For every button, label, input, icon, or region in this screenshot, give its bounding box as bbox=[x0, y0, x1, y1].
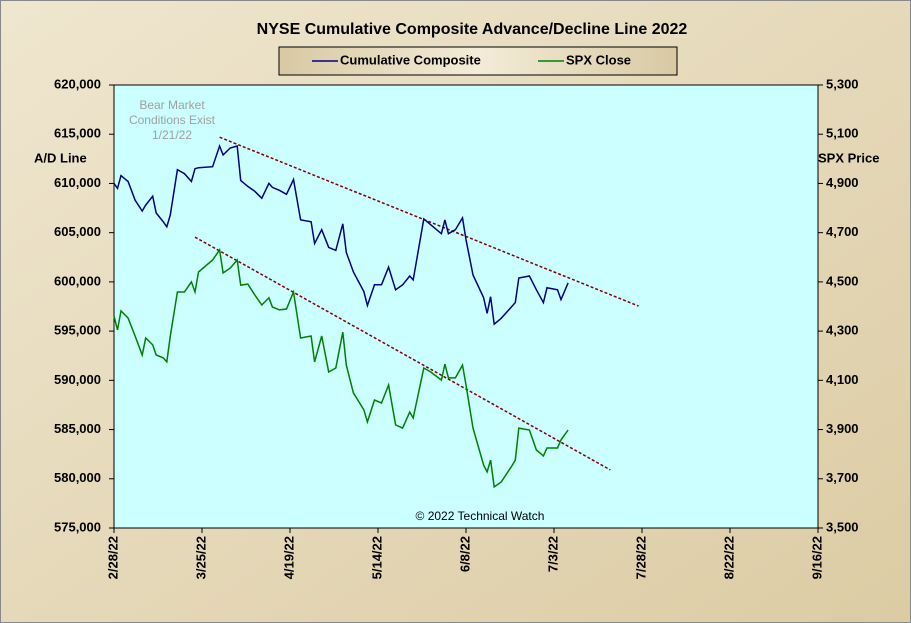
y2-tick-label: 4,300 bbox=[826, 323, 859, 338]
y2-tick-label: 5,300 bbox=[826, 76, 859, 91]
y-tick-label: 585,000 bbox=[54, 421, 101, 436]
x-tick-label: 5/14/22 bbox=[369, 536, 384, 579]
legend-label: SPX Close bbox=[566, 52, 631, 67]
x-tick-label: 6/8/22 bbox=[457, 536, 472, 572]
y2-tick-label: 4,500 bbox=[826, 273, 859, 288]
legend-label: Cumulative Composite bbox=[340, 52, 481, 67]
x-tick-label: 2/28/22 bbox=[105, 536, 120, 579]
y-tick-label: 615,000 bbox=[54, 126, 101, 141]
annotation: Conditions Exist bbox=[129, 113, 216, 127]
plot-area bbox=[113, 84, 819, 529]
y-tick-label: 605,000 bbox=[54, 224, 101, 239]
y2-tick-label: 3,500 bbox=[826, 519, 859, 534]
y2-axis-label: SPX Price bbox=[818, 150, 879, 165]
x-tick-label: 7/28/22 bbox=[633, 536, 648, 579]
x-tick-label: 9/16/22 bbox=[809, 536, 824, 579]
trend-line bbox=[219, 136, 639, 307]
y-tick-label: 580,000 bbox=[54, 470, 101, 485]
series-line bbox=[113, 247, 569, 489]
x-tick-label: 4/19/22 bbox=[281, 536, 296, 579]
x-tick-label: 7/3/22 bbox=[545, 536, 560, 572]
y-tick-label: 620,000 bbox=[54, 76, 101, 91]
y2-tick-label: 4,700 bbox=[826, 224, 859, 239]
y2-tick-label: 3,700 bbox=[826, 470, 859, 485]
x-tick-label: 3/25/22 bbox=[193, 536, 208, 579]
x-tick-label: 8/22/22 bbox=[721, 536, 736, 579]
y-axis-label: A/D Line bbox=[34, 150, 87, 165]
y-tick-label: 575,000 bbox=[54, 519, 101, 534]
legend-box bbox=[278, 46, 678, 76]
y2-tick-label: 4,900 bbox=[826, 175, 859, 190]
chart-title: NYSE Cumulative Composite Advance/Declin… bbox=[257, 21, 688, 38]
y-tick-label: 595,000 bbox=[54, 323, 101, 338]
annotation: Bear Market bbox=[139, 98, 205, 112]
y-tick-label: 600,000 bbox=[54, 273, 101, 288]
y-tick-label: 610,000 bbox=[54, 175, 101, 190]
y2-tick-label: 5,100 bbox=[826, 126, 859, 141]
trend-line bbox=[194, 236, 611, 471]
y-tick-label: 590,000 bbox=[54, 372, 101, 387]
copyright: © 2022 Technical Watch bbox=[416, 509, 545, 523]
series-line bbox=[113, 143, 569, 326]
y2-tick-label: 3,900 bbox=[826, 421, 859, 436]
y2-tick-label: 4,100 bbox=[826, 372, 859, 387]
annotation: 1/21/22 bbox=[152, 128, 192, 142]
